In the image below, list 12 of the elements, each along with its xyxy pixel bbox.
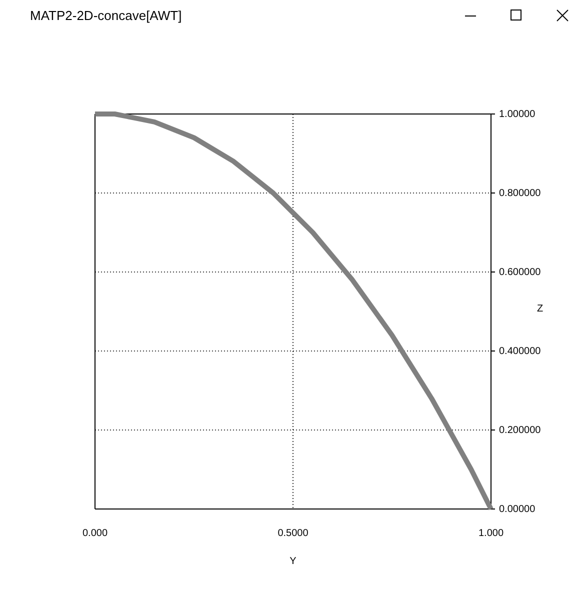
x-tick-label: 0.000 (82, 528, 108, 540)
y-tick-label: 0.00000 (499, 504, 536, 516)
y-tick-label: 0.200000 (499, 425, 542, 436)
x-axis-title: Y (290, 556, 297, 567)
x-tick-label: 0.5000 (278, 528, 309, 540)
y-axis-title: Z (536, 304, 544, 314)
y-tick-label: 1.00000 (499, 109, 536, 120)
chart-title: MATP2-2D-concave[AWT] (30, 8, 182, 23)
y-tick-label: 0.800000 (499, 188, 542, 200)
y-tick-label: 0.600000 (499, 267, 542, 278)
x-tick-label: 1.000 (478, 528, 504, 540)
y-tick-label: 0.400000 (499, 346, 542, 358)
